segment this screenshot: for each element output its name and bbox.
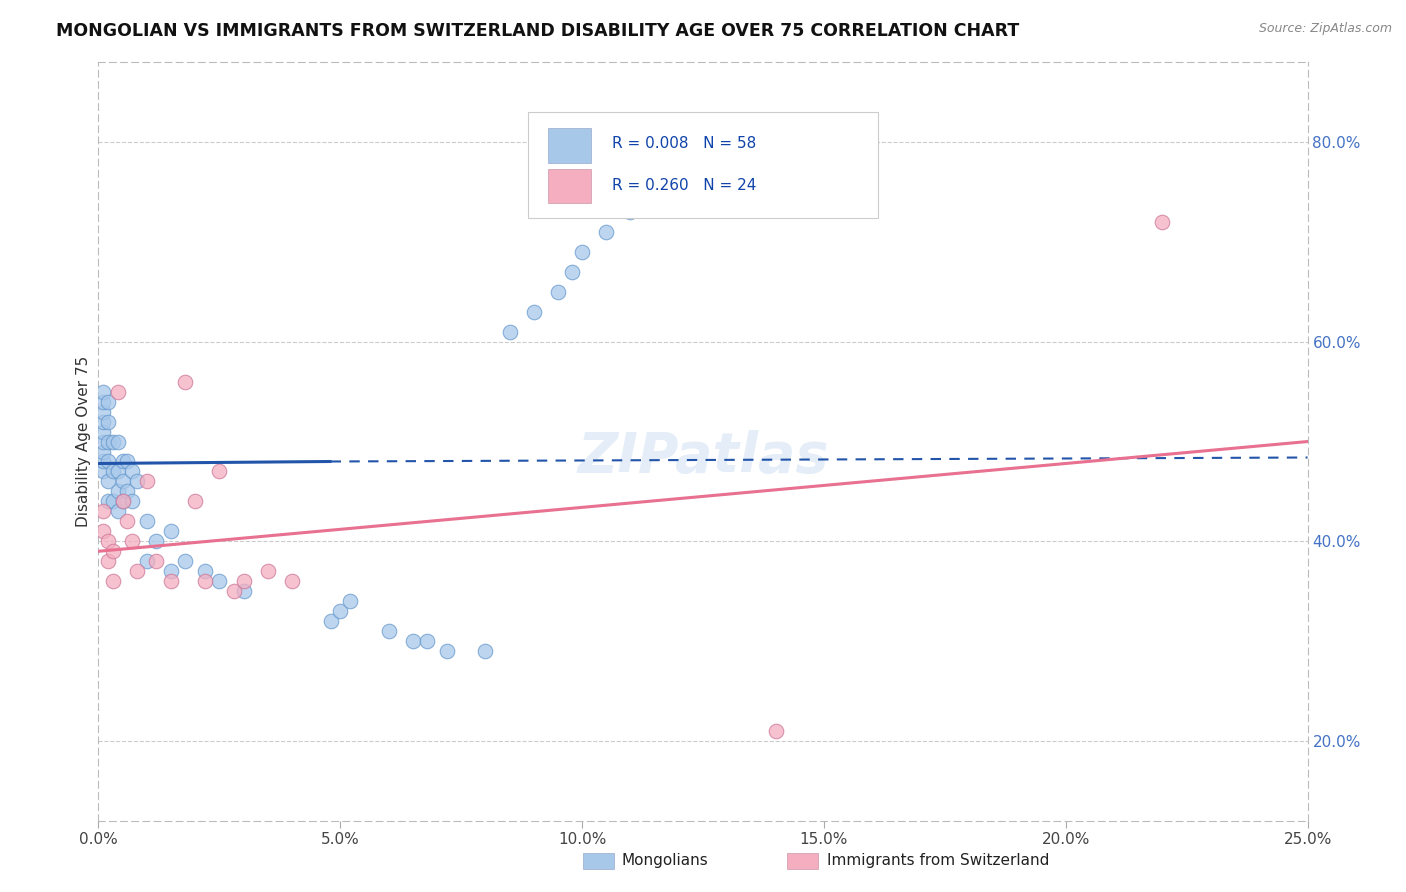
Point: [111, 494, 134, 508]
Text: Mongolians: Mongolians: [621, 854, 709, 868]
Point: [145, 534, 167, 549]
Point: [91, 394, 114, 409]
Point: [135, 514, 157, 528]
Point: [135, 554, 157, 568]
Point: [194, 574, 217, 589]
Point: [101, 494, 124, 508]
Point: [97, 454, 120, 468]
Point: [111, 454, 134, 468]
Point: [281, 574, 304, 589]
Text: Source: ZipAtlas.com: Source: ZipAtlas.com: [1258, 22, 1392, 36]
Point: [184, 494, 207, 508]
Point: [256, 564, 278, 578]
Point: [117, 484, 139, 499]
Point: [107, 484, 129, 499]
Point: [97, 394, 120, 409]
Point: [208, 574, 231, 589]
Point: [416, 634, 439, 648]
Point: [91, 444, 114, 458]
Point: [561, 265, 583, 279]
Point: [91, 415, 114, 429]
Point: [91, 465, 114, 479]
Point: [668, 165, 690, 179]
FancyBboxPatch shape: [548, 169, 591, 202]
Point: [91, 454, 114, 468]
Point: [107, 384, 129, 399]
Point: [97, 475, 120, 489]
Point: [1152, 215, 1174, 229]
Point: [174, 554, 197, 568]
Point: [91, 504, 114, 518]
Point: [547, 285, 569, 299]
Point: [101, 544, 124, 558]
Point: [160, 564, 183, 578]
Point: [619, 205, 641, 219]
Point: [135, 475, 157, 489]
Point: [436, 644, 458, 658]
Text: MONGOLIAN VS IMMIGRANTS FROM SWITZERLAND DISABILITY AGE OVER 75 CORRELATION CHAR: MONGOLIAN VS IMMIGRANTS FROM SWITZERLAND…: [56, 22, 1019, 40]
Point: [97, 415, 120, 429]
Point: [91, 404, 114, 418]
Y-axis label: Disability Age Over 75: Disability Age Over 75: [76, 356, 91, 527]
Point: [101, 434, 124, 449]
Point: [101, 465, 124, 479]
Point: [97, 494, 120, 508]
Point: [377, 624, 399, 639]
Point: [127, 564, 149, 578]
Point: [121, 465, 143, 479]
Point: [127, 475, 149, 489]
Point: [232, 574, 254, 589]
Text: ZIPatlas: ZIPatlas: [578, 430, 828, 483]
Text: Immigrants from Switzerland: Immigrants from Switzerland: [827, 854, 1049, 868]
FancyBboxPatch shape: [548, 128, 591, 162]
Point: [121, 534, 143, 549]
Point: [232, 584, 254, 599]
FancyBboxPatch shape: [527, 112, 879, 218]
Point: [117, 514, 139, 528]
Point: [160, 574, 183, 589]
Point: [91, 384, 114, 399]
Point: [329, 604, 352, 618]
Point: [644, 185, 666, 199]
Point: [160, 524, 183, 539]
Point: [595, 225, 617, 239]
Text: R = 0.008   N = 58: R = 0.008 N = 58: [613, 136, 756, 151]
Point: [97, 534, 120, 549]
Point: [121, 494, 143, 508]
Point: [91, 524, 114, 539]
Point: [716, 125, 738, 139]
Point: [145, 554, 167, 568]
Point: [107, 465, 129, 479]
Point: [765, 723, 787, 738]
Text: R = 0.260   N = 24: R = 0.260 N = 24: [613, 178, 756, 193]
Point: [107, 504, 129, 518]
Point: [111, 475, 134, 489]
Point: [523, 305, 546, 319]
Point: [111, 494, 134, 508]
Point: [97, 434, 120, 449]
Point: [208, 465, 231, 479]
Point: [117, 454, 139, 468]
Point: [571, 244, 593, 259]
Point: [101, 574, 124, 589]
Point: [107, 434, 129, 449]
Point: [194, 564, 217, 578]
Point: [498, 325, 520, 339]
Point: [91, 434, 114, 449]
Point: [97, 554, 120, 568]
Point: [339, 594, 361, 608]
Point: [174, 375, 197, 389]
Point: [402, 634, 425, 648]
Point: [692, 145, 714, 160]
Point: [474, 644, 496, 658]
Point: [222, 584, 245, 599]
Point: [319, 614, 342, 628]
Point: [91, 425, 114, 439]
